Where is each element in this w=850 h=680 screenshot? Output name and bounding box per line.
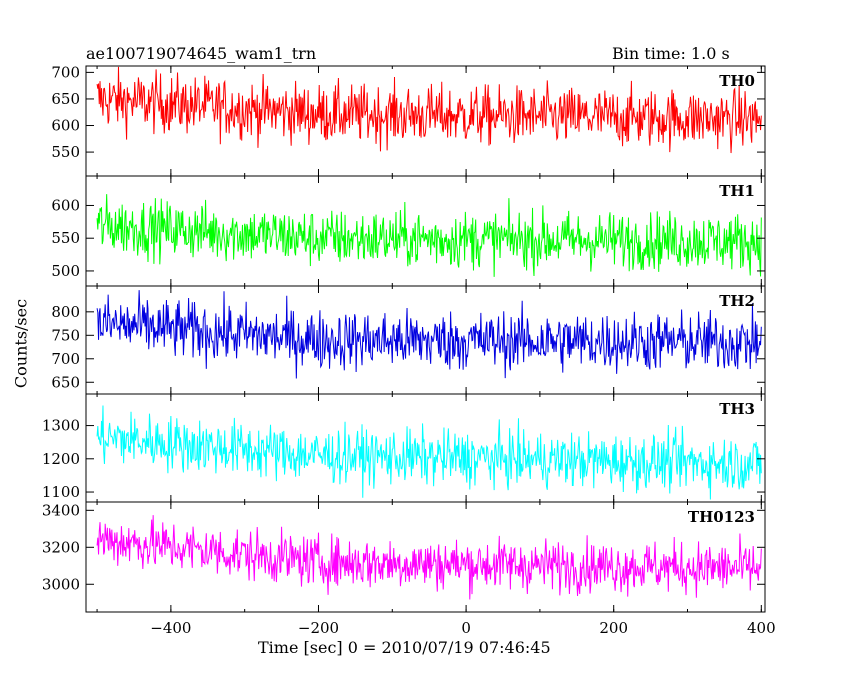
- panel-label-th2: TH2: [719, 292, 755, 310]
- y-tick-label: 1300: [42, 417, 80, 435]
- y-tick-label: 3000: [42, 575, 80, 593]
- x-tick-label: 0: [461, 619, 471, 637]
- series-line-th0123: [96, 515, 762, 600]
- y-axis-label: Counts/sec: [11, 298, 31, 389]
- y-tick-label: 1200: [42, 450, 80, 468]
- x-tick-label: −400: [150, 619, 191, 637]
- bin-time-label: Bin time: 1.0 s: [612, 44, 730, 63]
- y-tick-label: 550: [51, 143, 80, 161]
- series-line-th3: [96, 405, 762, 500]
- panel-label-th0123: TH0123: [688, 508, 755, 526]
- series-line-th0: [96, 66, 762, 154]
- y-tick-label: 550: [51, 229, 80, 247]
- series-line-th2: [96, 290, 762, 379]
- panel-label-th3: TH3: [719, 400, 755, 418]
- y-tick-label: 700: [51, 63, 80, 81]
- y-tick-label: 600: [51, 117, 80, 135]
- x-tick-label: −200: [298, 619, 339, 637]
- x-tick-label: 400: [747, 619, 776, 637]
- chart-title: ae100719074645_wam1_trn: [86, 44, 317, 63]
- x-tick-label: 200: [599, 619, 628, 637]
- panel-label-th1: TH1: [719, 182, 755, 200]
- y-tick-label: 750: [51, 326, 80, 344]
- series-line-th1: [96, 194, 762, 277]
- panel-label-th0: TH0: [719, 72, 755, 90]
- x-axis-label: Time [sec] 0 = 2010/07/19 07:46:45: [258, 638, 551, 657]
- y-tick-label: 650: [51, 90, 80, 108]
- y-tick-label: 700: [51, 350, 80, 368]
- y-tick-label: 600: [51, 196, 80, 214]
- y-tick-label: 800: [51, 303, 80, 321]
- y-tick-label: 500: [51, 262, 80, 280]
- y-tick-label: 3400: [42, 501, 80, 519]
- panel-frame-th0123: [85, 501, 766, 613]
- y-tick-label: 1100: [42, 483, 80, 501]
- y-tick-label: 3200: [42, 538, 80, 556]
- y-tick-label: 650: [51, 373, 80, 391]
